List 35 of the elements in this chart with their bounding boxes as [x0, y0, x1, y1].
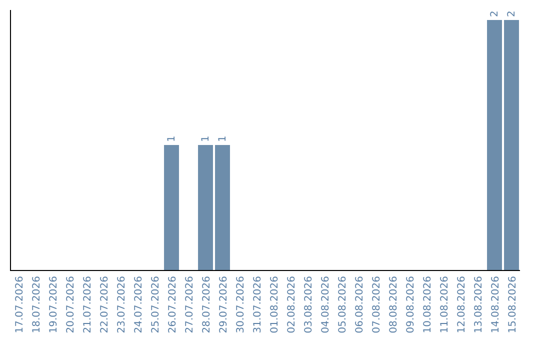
- x-tick-label: 11.08.2026: [440, 276, 450, 334]
- x-tick-label: 27.07.2026: [184, 276, 196, 334]
- x-tick-label: 10.08.2026: [422, 276, 434, 334]
- data-label: 1: [218, 136, 228, 142]
- x-tick-label: 26.07.2026: [168, 276, 178, 334]
- x-tick-label: 20.07.2026: [66, 276, 76, 334]
- x-tick-label: 17.07.2026: [14, 276, 26, 334]
- x-tick-label: 24.07.2026: [134, 276, 144, 334]
- x-tick-label: 21.07.2026: [82, 276, 94, 334]
- x-tick-label: 09.08.2026: [406, 276, 416, 334]
- x-tick-label: 31.07.2026: [252, 276, 264, 334]
- x-tick-label: 01.08.2026: [270, 276, 280, 334]
- data-label: 2: [490, 10, 500, 17]
- x-tick-label: 07.08.2026: [372, 276, 382, 334]
- data-label: 1: [200, 136, 212, 142]
- x-tick-label: 14.08.2026: [490, 276, 502, 334]
- x-tick-label: 15.08.2026: [508, 276, 518, 334]
- x-tick-label: 02.08.2026: [286, 276, 298, 334]
- x-tick-label: 05.08.2026: [338, 276, 348, 334]
- x-tick-label: 18.07.2026: [32, 276, 42, 334]
- x-tick-label: 06.08.2026: [354, 276, 366, 334]
- x-tick-label: 29.07.2026: [218, 276, 230, 334]
- x-tick-label: 12.08.2026: [456, 276, 468, 334]
- x-tick-label: 13.08.2026: [474, 276, 484, 334]
- data-label: 1: [166, 136, 178, 142]
- x-tick-label: 08.08.2026: [388, 276, 400, 334]
- x-tick-label: 23.07.2026: [116, 276, 128, 334]
- x-tick-label: 28.07.2026: [202, 276, 212, 334]
- x-tick-label: 30.07.2026: [236, 276, 246, 334]
- x-tick-label: 19.07.2026: [48, 276, 60, 334]
- x-tick-label: 25.07.2026: [150, 276, 162, 334]
- x-tick-label: 04.08.2026: [320, 276, 332, 334]
- x-tick-label: 22.07.2026: [100, 276, 110, 334]
- data-label: 2: [506, 10, 518, 17]
- x-tick-label: 03.08.2026: [304, 276, 314, 334]
